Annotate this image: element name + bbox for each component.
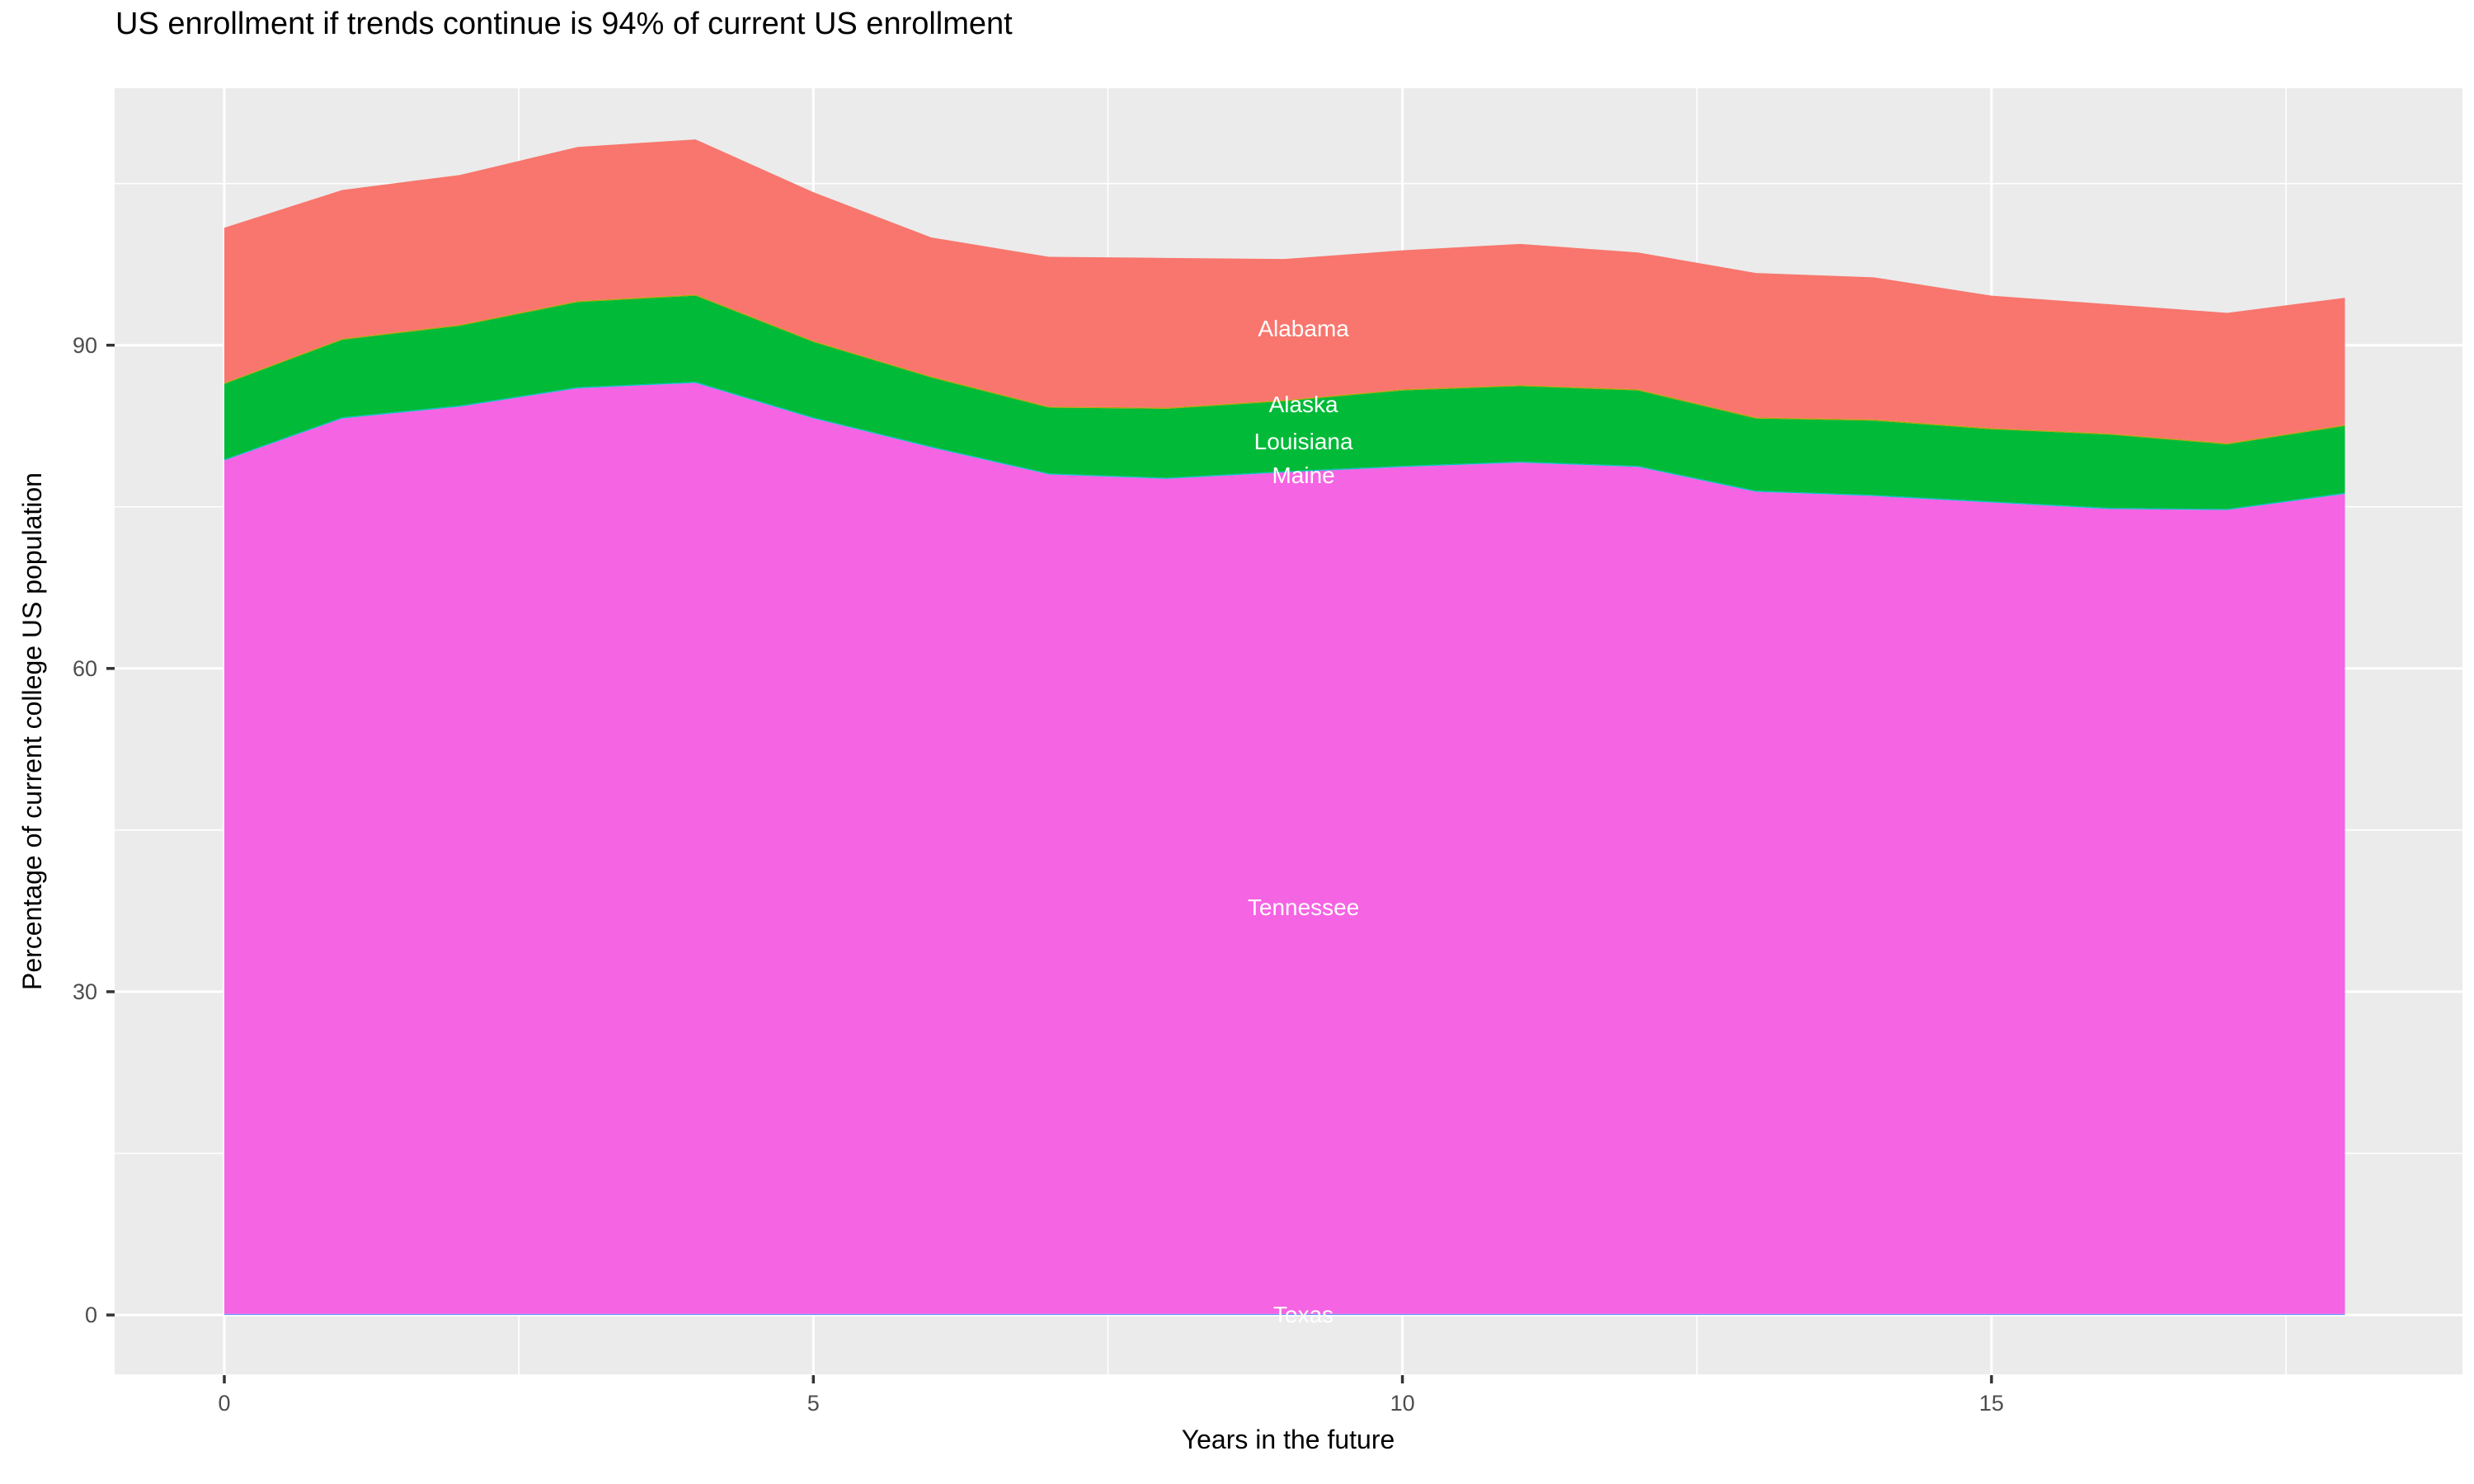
x-tick-label: 0 bbox=[218, 1391, 231, 1416]
y-tick-label: 30 bbox=[72, 979, 97, 1004]
y-tick-label: 90 bbox=[72, 332, 97, 358]
area-louisiana bbox=[224, 295, 2345, 510]
area-label-alabama: Alabama bbox=[1258, 316, 1349, 342]
x-tick-label: 5 bbox=[807, 1391, 820, 1416]
area-tennessee bbox=[224, 383, 2345, 1314]
area-texas bbox=[224, 1313, 2345, 1315]
y-tick-label: 0 bbox=[84, 1303, 97, 1327]
x-tick-label: 10 bbox=[1390, 1391, 1415, 1416]
plot-title: US enrollment if trends continue is 94% … bbox=[115, 7, 1013, 41]
x-axis-title: Years in the future bbox=[1181, 1425, 1395, 1454]
area-label-tennessee: Tennessee bbox=[1247, 894, 1360, 920]
area-label-louisiana: Louisiana bbox=[1253, 429, 1353, 455]
y-tick-label: 60 bbox=[72, 655, 97, 681]
area-label-maine: Maine bbox=[1272, 462, 1335, 488]
y-axis-title: Percentage of current college US populat… bbox=[17, 472, 47, 990]
area-label-alaska: Alaska bbox=[1268, 391, 1338, 417]
area-label-texas: Texas bbox=[1273, 1302, 1334, 1327]
x-tick-label: 15 bbox=[1978, 1391, 2004, 1416]
area-alabama bbox=[224, 139, 2345, 444]
